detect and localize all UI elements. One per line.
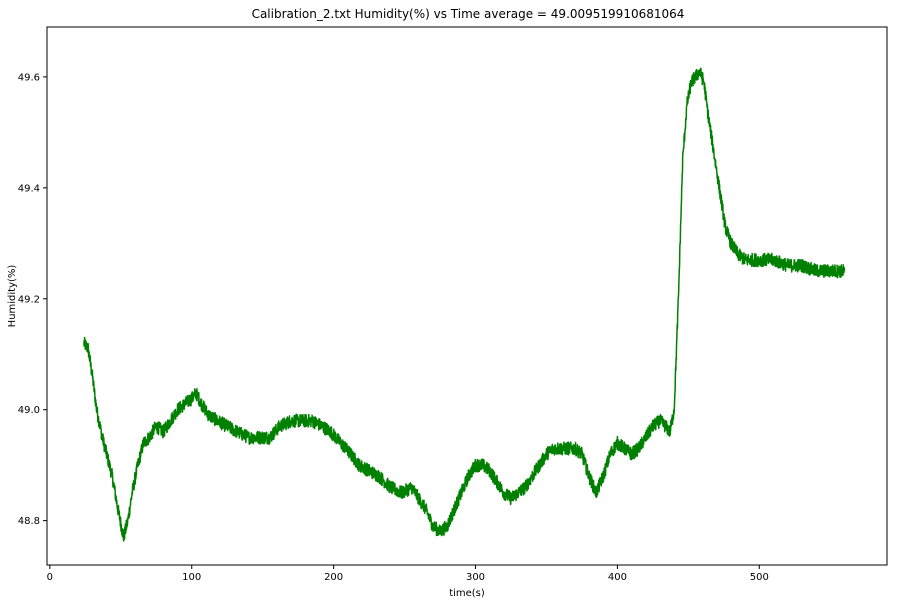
x-axis: 0 100 200 300 400 500 [47, 565, 769, 583]
x-axis-title: time(s) [449, 588, 485, 599]
series-layer [83, 67, 846, 542]
y-tick-label: 49.6 [18, 72, 40, 83]
y-tick-label: 48.8 [18, 516, 40, 527]
y-axis: 48.8 49.0 49.2 49.4 49.6 [18, 72, 47, 527]
y-tick-label: 49.4 [18, 183, 40, 194]
series-line [83, 67, 846, 542]
y-tick-label: 49.2 [18, 294, 40, 305]
x-tick-label: 100 [182, 572, 201, 583]
x-tick-label: 300 [466, 572, 485, 583]
x-tick-label: 0 [47, 572, 53, 583]
y-axis-title: Humidity(%) [7, 265, 18, 328]
x-tick-label: 500 [750, 572, 769, 583]
chart-title: Calibration_2.txt Humidity(%) vs Time av… [252, 7, 685, 21]
x-tick-label: 400 [608, 572, 627, 583]
y-tick-label: 49.0 [18, 405, 40, 416]
x-tick-label: 200 [324, 572, 343, 583]
